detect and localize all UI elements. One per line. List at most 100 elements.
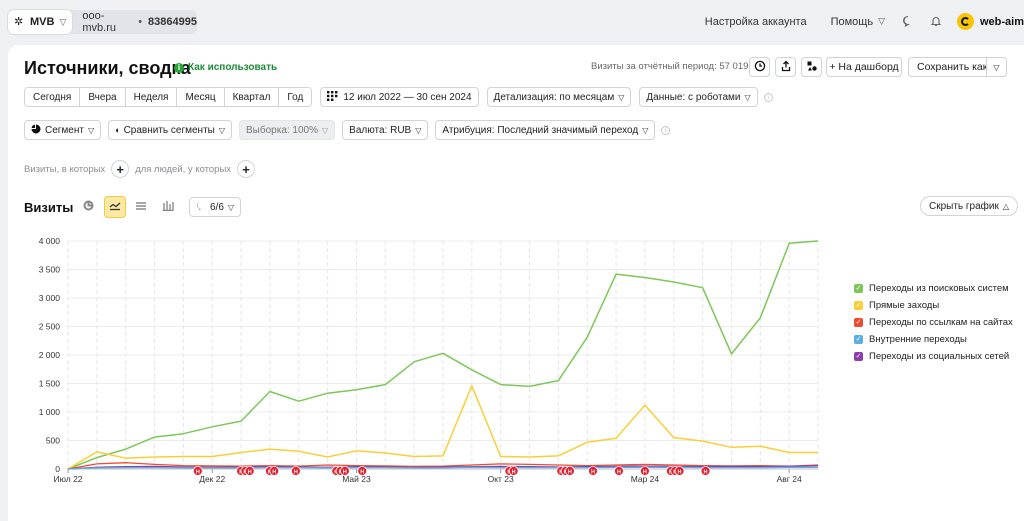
chevron-down-icon: ▽ (642, 125, 649, 135)
series-line-2 (67, 385, 818, 470)
clock-icon (754, 60, 766, 75)
period-today[interactable]: Сегодня (25, 88, 81, 106)
y-tick-label: 2 000 (39, 350, 61, 360)
add-visit-condition-button[interactable]: + (111, 160, 130, 178)
checkbox-icon[interactable]: ✓ (854, 335, 863, 344)
x-tick-label: Дек 22 (199, 474, 225, 484)
legend-item[interactable]: ✓ Прямые заходы (854, 297, 1013, 314)
add-to-dashboard-button[interactable]: + На дашборд (826, 57, 902, 77)
compare-segments-label: Сравнить сегменты (123, 124, 215, 136)
legend-item[interactable]: ✓ Переходы из социальных сетей (854, 348, 1013, 365)
annotation-marker (290, 466, 301, 476)
annotation-marker (700, 466, 711, 476)
checkbox-icon[interactable]: ✓ (854, 318, 863, 327)
bar-chart-toggle[interactable] (157, 196, 179, 218)
save-as-label: Сохранить как (917, 61, 988, 73)
chevron-down-icon: ▽ (59, 16, 67, 27)
export-button[interactable] (775, 57, 796, 77)
x-tick-label: Авг 24 (777, 474, 802, 484)
date-range-picker[interactable]: 12 июл 2022 — 30 сен 2024 (320, 87, 479, 107)
legend-item[interactable]: ✓ Переходы по ссылкам на сайтах (854, 314, 1013, 331)
x-tick-label: Июл 22 (53, 474, 82, 484)
info-icon[interactable]: i (763, 92, 773, 102)
avatar-icon[interactable] (956, 13, 974, 30)
legend-label: Прямые заходы (869, 300, 940, 311)
how-to-use-label: Как использовать (188, 62, 278, 73)
series-count: 6/6 (210, 201, 224, 213)
period-yesterday[interactable]: Вчера (80, 88, 126, 106)
checkbox-icon[interactable]: ✓ (854, 301, 863, 310)
chevron-up-icon: △ (1002, 201, 1010, 211)
x-tick-label: Окт 23 (488, 474, 514, 484)
period-week[interactable]: Неделя (125, 88, 178, 106)
top-bar: ✲ MVB ▽ ooo-mvb.ru • 83864995 Настройка … (0, 0, 1024, 44)
checkbox-icon[interactable]: ✓ (854, 284, 863, 293)
annotation-marker (357, 466, 368, 476)
page-title: Источники, сводка (24, 58, 191, 78)
annotation-marker (640, 466, 650, 476)
account-settings-link[interactable]: Настройка аккаунта (704, 15, 807, 28)
save-as-button[interactable]: Сохранить как ▽ (908, 57, 1007, 77)
legend-label: Переходы из социальных сетей (869, 351, 1010, 362)
segment-dropdown[interactable]: Сегмент ▽ (24, 120, 102, 140)
legend-item[interactable]: ✓ Внутренние переходы (854, 331, 1013, 348)
period-month[interactable]: Месяц (177, 88, 225, 106)
legend-item[interactable]: ✓ Переходы из поисковых систем (854, 280, 1013, 297)
counter-selector[interactable]: ✲ MVB ▽ ooo-mvb.ru • 83864995 (8, 10, 197, 34)
area-chart-toggle[interactable] (130, 196, 152, 218)
annotation-marker-label: Н (591, 470, 595, 476)
detail-label: Детализация: по месяцам (493, 91, 615, 103)
annotation-marker-label: Н (568, 470, 572, 476)
bell-icon[interactable] (929, 15, 943, 29)
x-tick-label: Май 23 (342, 474, 371, 484)
segments-button[interactable] (801, 57, 822, 77)
counter-name-label: MVB (30, 16, 55, 28)
chevron-down-icon: ▽ (878, 16, 885, 26)
help-menu[interactable]: Помощь ▽ (831, 16, 885, 28)
y-tick-label: 500 (46, 436, 60, 446)
how-to-use-link[interactable]: i Как использовать (174, 62, 277, 73)
line-chart-toggle[interactable] (104, 196, 126, 218)
robots-dropdown[interactable]: Данные: с роботами ▽ (639, 87, 758, 107)
detail-dropdown[interactable]: Детализация: по месяцам ▽ (486, 87, 632, 107)
drops-icon: ◐ (115, 125, 121, 135)
currency-dropdown[interactable]: Валюта: RUB ▽ (342, 120, 429, 140)
annotation-marker-label: Н (678, 470, 682, 476)
annotation-marker (614, 466, 624, 476)
annotation-marker (565, 466, 575, 476)
period-quarter[interactable]: Квартал (224, 88, 280, 106)
chevron-down-icon: ▽ (322, 125, 329, 135)
date-range-label: 12 июл 2022 — 30 сен 2024 (343, 91, 472, 103)
annotation-marker-label: Н (704, 470, 708, 476)
annotation-marker (674, 466, 685, 476)
visits-period-total: Визиты за отчётный период: 57 019 (591, 61, 749, 72)
y-tick-label: 1 000 (39, 407, 61, 417)
y-tick-label: 1 500 (39, 379, 61, 389)
chevron-down-icon[interactable]: ▽ (986, 58, 1006, 76)
series-line-3 (67, 462, 819, 470)
annotation-marker-label: Н (343, 470, 347, 476)
period-year[interactable]: Год (279, 88, 312, 106)
hide-chart-button[interactable]: Скрыть график △ (920, 196, 1019, 216)
sample-dropdown[interactable]: Выборка: 100% ▽ (239, 120, 336, 140)
user-name[interactable]: web-aim (979, 15, 1024, 28)
segment-label: Сегмент (45, 124, 84, 136)
pie-chart-toggle[interactable] (77, 196, 99, 218)
annotation-marker (508, 466, 519, 476)
pie-icon (83, 200, 94, 214)
series-selector[interactable]: 6/6 ▽ (189, 197, 242, 217)
compare-segments-dropdown[interactable]: ◐ Сравнить сегменты ▽ (108, 120, 233, 140)
chevron-down-icon: ▽ (744, 92, 751, 102)
annotation-marker-label: Н (272, 470, 276, 476)
attribution-label: Атрибуция: Последний значимый переход (442, 124, 639, 136)
history-button[interactable] (749, 57, 770, 77)
annotation-marker (269, 466, 280, 476)
info-icon[interactable]: i (661, 125, 671, 135)
attribution-dropdown[interactable]: Атрибуция: Последний значимый переход ▽ (435, 120, 656, 140)
robots-label: Данные: с роботами (646, 91, 741, 103)
chat-icon[interactable] (901, 15, 915, 29)
add-people-condition-button[interactable]: + (237, 160, 256, 178)
counter-name-dropdown[interactable]: ✲ MVB ▽ (8, 10, 73, 34)
checkbox-icon[interactable]: ✓ (854, 352, 863, 361)
share-icon (780, 60, 792, 75)
